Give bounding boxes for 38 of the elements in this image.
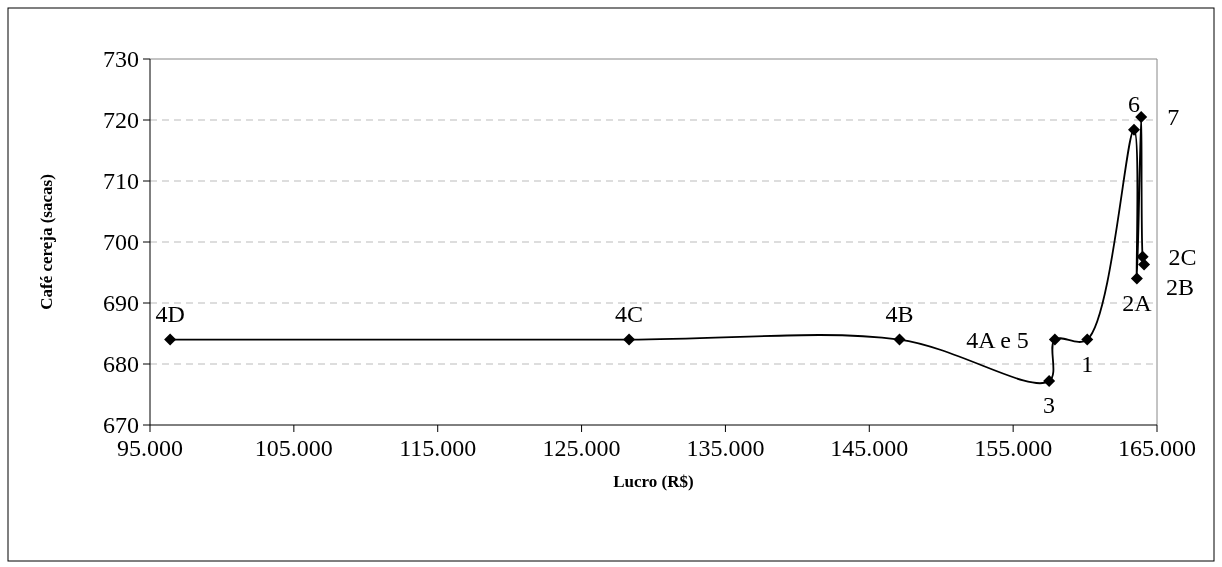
point xyxy=(623,333,636,346)
x-tick-label: 155.000 xyxy=(974,435,1053,461)
x-tick-label: 95.000 xyxy=(117,435,183,461)
point xyxy=(1138,258,1151,271)
x-tick-label: 165.000 xyxy=(1118,435,1196,461)
y-tick-label: 670 xyxy=(103,412,139,438)
annotation: 2C xyxy=(1168,243,1197,270)
x-tick-label: 125.000 xyxy=(542,435,621,461)
annotation: 7 xyxy=(1167,103,1180,130)
x-tick-label: 145.000 xyxy=(830,435,909,461)
x-axis-title: Lucro (R$) xyxy=(613,472,694,491)
x-tick-label: 115.000 xyxy=(399,435,477,461)
point xyxy=(1048,333,1061,346)
annotation: 1 xyxy=(1081,350,1094,377)
point xyxy=(1043,375,1056,388)
y-tick-label: 730 xyxy=(103,46,139,72)
x-tick-label: 135.000 xyxy=(686,435,765,461)
y-tick-label: 690 xyxy=(103,290,139,316)
point xyxy=(1135,110,1148,123)
point xyxy=(1081,333,1094,346)
annotation: 4A e 5 xyxy=(966,326,1029,353)
annotation: 6 xyxy=(1127,90,1140,117)
annotation: 3 xyxy=(1043,392,1056,419)
annotation: 4B xyxy=(885,300,914,327)
annotation: 4D xyxy=(155,300,185,327)
y-axis-title: Café cereja (sacas) xyxy=(37,174,56,310)
y-tick-label: 700 xyxy=(103,229,139,255)
point xyxy=(164,333,177,346)
point xyxy=(893,333,906,346)
annotation: 2A xyxy=(1122,289,1153,316)
annotation: 2B xyxy=(1166,273,1195,300)
y-tick-label: 680 xyxy=(103,351,139,377)
x-tick-label: 105.000 xyxy=(254,435,333,461)
y-tick-label: 720 xyxy=(103,107,139,133)
point xyxy=(1130,272,1143,285)
point xyxy=(1127,123,1140,136)
y-tick-label: 710 xyxy=(103,168,139,194)
annotation: 4C xyxy=(615,300,644,327)
